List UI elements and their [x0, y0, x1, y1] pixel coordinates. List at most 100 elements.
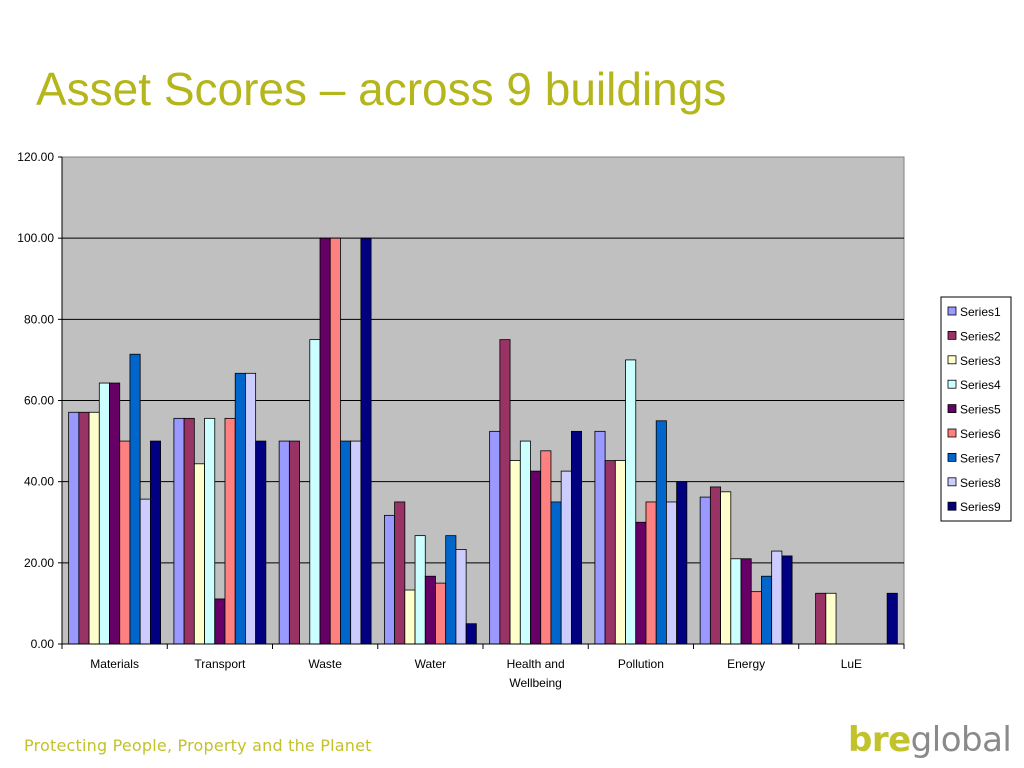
bar-series2-5 [604, 460, 616, 645]
bars [68, 237, 898, 645]
bar-series3-0 [88, 411, 100, 645]
legend-swatch-series3 [947, 355, 957, 365]
x-tick-label: Transport [194, 657, 246, 671]
x-tick-label: Materials [90, 657, 139, 671]
legend-swatch-series7 [947, 452, 957, 462]
bar-series4-6 [730, 558, 742, 645]
footer-tagline: Protecting People, Property and the Plan… [24, 736, 372, 755]
bar-series8-4 [560, 470, 572, 645]
bar-series9-1 [255, 440, 267, 645]
y-tick-label: 20.00 [24, 556, 54, 570]
bar-series3-5 [614, 460, 626, 645]
y-tick-label: 60.00 [24, 394, 54, 408]
y-tick-label: 40.00 [24, 475, 54, 489]
bar-series9-7 [886, 592, 898, 645]
y-tick-label: 80.00 [24, 312, 54, 326]
bar-series9-4 [570, 430, 583, 645]
bar-series7-2 [340, 440, 352, 645]
legend-swatch-series9 [947, 501, 957, 511]
bar-series6-4 [540, 450, 552, 645]
bar-series9-0 [149, 440, 162, 645]
bar-series3-6 [720, 491, 732, 645]
logo-bre-text: bre [848, 720, 911, 760]
bar-series8-5 [666, 501, 678, 645]
legend-swatch-series2 [947, 330, 957, 340]
legend-label-series3: Series3 [960, 354, 1001, 368]
bar-series3-4 [509, 460, 521, 645]
bar-series9-3 [465, 623, 477, 645]
legend-label-series1: Series1 [960, 305, 1001, 319]
bar-series2-3 [394, 501, 406, 645]
bar-series5-0 [109, 382, 121, 645]
bar-series1-6 [699, 496, 711, 645]
bar-series3-7 [825, 592, 837, 645]
bar-series8-0 [139, 498, 151, 645]
bar-series6-6 [750, 591, 762, 645]
y-tick-label: 100.00 [17, 231, 54, 245]
bar-series6-1 [224, 417, 236, 645]
legend-swatch-series5 [947, 404, 957, 414]
legend-label-series6: Series6 [960, 427, 1001, 441]
bar-series2-2 [288, 440, 300, 645]
bar-series7-3 [445, 535, 457, 645]
legend-swatch-series4 [947, 379, 957, 389]
x-tick-label: Water [415, 657, 447, 671]
bar-series9-5 [676, 481, 688, 645]
bar-series2-6 [709, 486, 721, 645]
bar-series3-1 [193, 463, 205, 645]
bar-series4-3 [414, 535, 426, 645]
legend-label-series4: Series4 [960, 378, 1001, 392]
bar-series4-5 [625, 359, 637, 645]
bar-series2-4 [499, 339, 511, 645]
bar-series1-2 [278, 440, 290, 645]
bar-series5-6 [740, 558, 752, 645]
bar-series5-3 [424, 575, 436, 645]
bar-series1-4 [489, 430, 501, 645]
bar-series5-2 [319, 237, 331, 645]
bar-series7-4 [550, 501, 562, 645]
legend: Series1 Series2 Series3 Series4 Series5 Serie… [940, 296, 1012, 522]
bar-series9-2 [360, 237, 372, 645]
legend-swatch-series8 [947, 477, 957, 487]
x-tick-label: Pollution [618, 657, 664, 671]
bar-series7-6 [761, 575, 773, 645]
bar-series5-1 [214, 598, 226, 645]
bar-series1-5 [594, 430, 606, 645]
x-tick-label: Waste [308, 657, 342, 671]
legend-swatch-series6 [947, 428, 957, 438]
legend-label-series9: Series9 [960, 500, 1001, 514]
bar-series5-5 [635, 521, 647, 645]
legend-label-series5: Series5 [960, 403, 1001, 417]
bar-series8-2 [350, 440, 362, 645]
y-tick-label: 120.00 [17, 150, 54, 164]
legend-swatch-series1 [947, 306, 957, 316]
bre-global-logo: breglobal [848, 720, 1012, 760]
slide-title: Asset Scores – across 9 buildings [36, 63, 727, 115]
bar-series4-1 [204, 417, 216, 645]
bar-series7-0 [129, 353, 141, 645]
bar-series2-7 [815, 592, 827, 645]
legend-label-series8: Series8 [960, 476, 1001, 490]
bar-series2-0 [78, 411, 90, 645]
x-tick-label: Energy [727, 657, 765, 671]
bar-series8-1 [245, 372, 257, 645]
bar-series6-2 [329, 237, 341, 645]
x-tick-label: LuE [841, 657, 862, 671]
bar-series4-0 [98, 382, 110, 645]
x-axis-ticks: Materials Transport Waste Water Health and We… [61, 644, 905, 690]
y-axis-ticks: 0.00 20.00 40.00 60.00 80.00 100.00 120.00 [17, 150, 62, 651]
bar-series4-4 [519, 440, 531, 645]
bar-series8-3 [455, 549, 467, 645]
bar-series6-3 [435, 582, 447, 645]
bar-series3-3 [404, 589, 416, 645]
bar-series7-5 [655, 420, 667, 645]
bar-series2-1 [183, 417, 195, 645]
bar-series4-2 [309, 339, 321, 645]
bar-series1-3 [383, 514, 396, 645]
legend-label-series2: Series2 [960, 329, 1001, 343]
bar-series1-1 [173, 417, 185, 645]
legend-label-series7: Series7 [960, 451, 1001, 465]
bar-series6-0 [119, 440, 131, 645]
x-tick-label: Health and Wellbeing [507, 657, 565, 690]
